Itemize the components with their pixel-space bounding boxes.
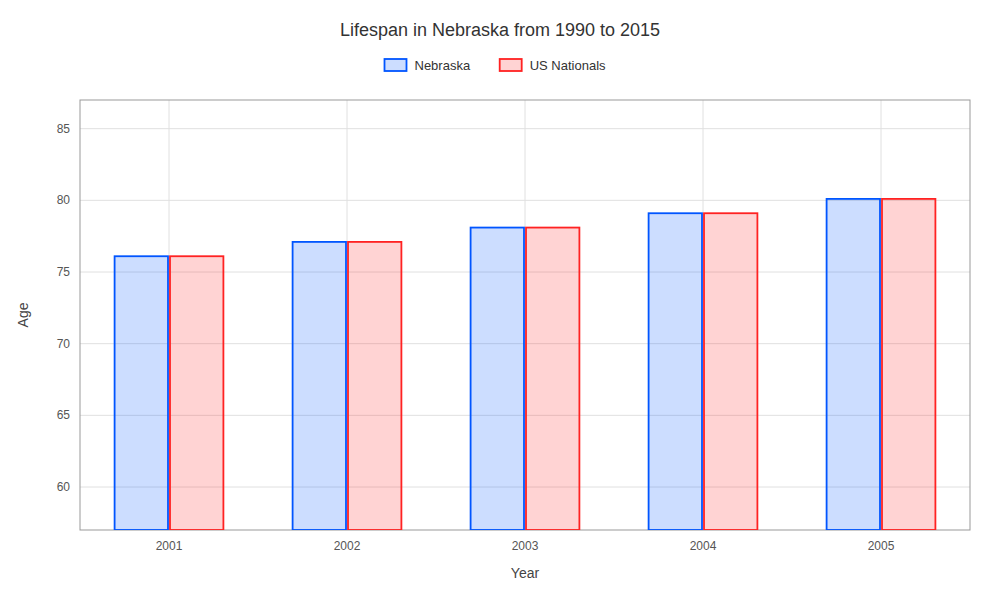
legend-swatch (500, 59, 522, 71)
bar (170, 256, 223, 530)
y-axis-label: Age (15, 302, 31, 327)
bar (882, 199, 935, 530)
plot-frame (80, 100, 970, 530)
y-tick-label: 65 (57, 408, 71, 422)
chart-container: 60 65 70 75 80 85 2001 2002 2003 2004 2005 Year Age L… (0, 0, 1000, 600)
chart-title: Lifespan in Nebraska from 1990 to 2015 (340, 20, 660, 40)
x-tick-label: 2002 (334, 539, 361, 553)
legend-swatch (385, 59, 407, 71)
y-tick-label: 75 (57, 265, 71, 279)
legend-label: US Nationals (530, 58, 606, 73)
bar (827, 199, 880, 530)
y-tick-label: 85 (57, 122, 71, 136)
bar (348, 242, 401, 530)
legend-label: Nebraska (415, 58, 471, 73)
x-tick-label: 2001 (156, 539, 183, 553)
bar (471, 228, 524, 530)
bar (115, 256, 168, 530)
bar (526, 228, 579, 530)
x-tick-label: 2005 (868, 539, 895, 553)
grid (80, 100, 970, 530)
bars (115, 199, 936, 530)
x-axis-label: Year (511, 565, 540, 581)
y-tick-label: 80 (57, 193, 71, 207)
x-tick-label: 2004 (690, 539, 717, 553)
chart-svg: 60 65 70 75 80 85 2001 2002 2003 2004 2005 Year Age L… (0, 0, 1000, 600)
x-tick-label: 2003 (512, 539, 539, 553)
y-tick-label: 70 (57, 337, 71, 351)
bar (704, 213, 757, 530)
y-tick-label: 60 (57, 480, 71, 494)
bar (649, 213, 702, 530)
legend: Nebraska US Nationals (385, 58, 607, 73)
bar (293, 242, 346, 530)
